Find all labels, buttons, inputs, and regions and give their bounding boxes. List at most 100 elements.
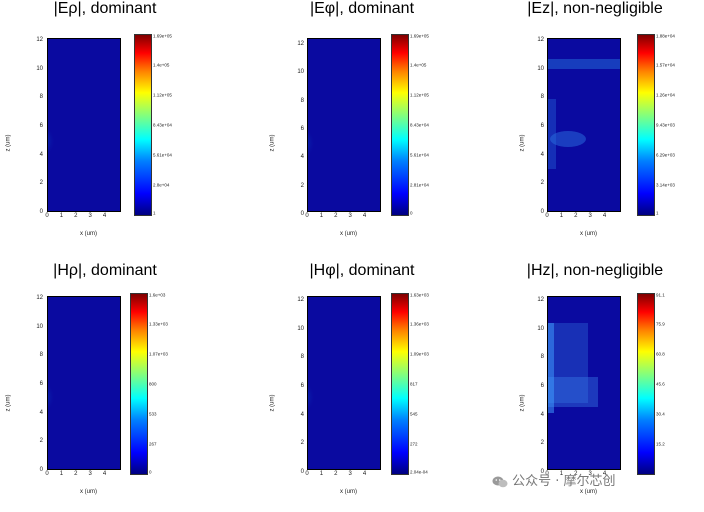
y-tick: 4 xyxy=(39,151,43,158)
x-tick: 1 xyxy=(319,213,324,219)
colorbar xyxy=(134,34,152,216)
x-tick: 0 xyxy=(305,213,309,219)
y-tick: 8 xyxy=(540,354,544,361)
x-tick: 4 xyxy=(102,471,107,477)
field-map xyxy=(308,297,380,469)
panel-title: |Hz|, non-negligible xyxy=(526,262,664,279)
y-ticks: 12 10 8 6 4 2 0 xyxy=(480,37,544,215)
colorbar-label: 2.81e+04 xyxy=(410,182,429,188)
x-axis-label: x (um) xyxy=(340,231,357,237)
colorbar-label: 9.43e+03 xyxy=(656,122,675,128)
colorbar-label: 267 xyxy=(149,441,157,447)
y-tick: 10 xyxy=(297,69,304,76)
colorbar-label: 1.33e+03 xyxy=(149,321,168,327)
y-tick: 4 xyxy=(300,154,304,161)
x-ticks: 0 1 2 3 4 xyxy=(45,471,119,481)
panel-h-phi: |Hφ|, dominant z (um) 12 10 8 6 4 2 0 0 xyxy=(252,262,482,512)
y-tick: 12 xyxy=(537,37,544,43)
y-tick: 0 xyxy=(540,209,544,215)
panel-h-z: |Hz|, non-negligible z (um) 12 10 8 6 4 … xyxy=(480,262,704,512)
colorbar-label: 6.29e+03 xyxy=(656,152,675,158)
x-ticks: 0 1 2 3 4 xyxy=(545,213,619,223)
x-ticks: 0 1 2 3 4 xyxy=(305,213,379,223)
x-tick: 3 xyxy=(588,213,592,219)
panel-e-phi: |Eφ|, dominant z (um) 12 10 8 6 4 2 0 0 xyxy=(252,0,482,250)
colorbar-label: 75.9 xyxy=(656,321,665,327)
x-tick: 3 xyxy=(88,213,92,219)
colorbar-label: 5.61e+04 xyxy=(410,152,429,158)
colorbar-label: 2.8e+04 xyxy=(153,182,170,188)
x-axis-label: x (um) xyxy=(580,231,597,237)
x-tick: 0 xyxy=(305,471,309,477)
colorbar xyxy=(637,34,655,216)
colorbar-label: 800 xyxy=(149,381,157,387)
y-tick: 0 xyxy=(39,467,43,473)
colorbar-label: 45.6 xyxy=(656,381,665,387)
x-tick: 0 xyxy=(545,213,549,219)
x-axis-label: x (um) xyxy=(580,489,597,495)
wechat-icon xyxy=(492,475,508,489)
colorbar xyxy=(130,293,148,475)
colorbar-label: 1.4e+05 xyxy=(153,62,170,68)
x-ticks: 0 1 2 3 4 xyxy=(305,471,379,481)
y-ticks: 12 10 8 6 4 2 0 xyxy=(0,37,43,215)
y-tick: 8 xyxy=(39,352,43,359)
colorbar-label: 5.61e+04 xyxy=(153,152,172,158)
colorbar-label: 1.07e+03 xyxy=(149,351,168,357)
colorbar-label: 272 xyxy=(410,441,418,447)
colorbar-label: 1.09e+03 xyxy=(410,351,429,357)
y-tick: 10 xyxy=(537,325,544,332)
panel-title: |Hρ|, dominant xyxy=(53,262,157,279)
field-plot xyxy=(47,38,121,212)
y-tick: 6 xyxy=(300,126,304,132)
colorbar-label: 1.36e+03 xyxy=(410,321,429,327)
y-tick: 12 xyxy=(537,297,544,303)
field-plot xyxy=(307,296,381,470)
y-tick: 10 xyxy=(297,325,304,332)
field-map xyxy=(548,297,620,469)
colorbar-label: 1.57e+04 xyxy=(656,62,675,68)
panel-title: |Eρ|, dominant xyxy=(53,0,157,17)
y-tick: 4 xyxy=(39,409,43,416)
colorbar-label: 1.6e+03 xyxy=(149,292,166,298)
panel-e-rho: |Eρ|, dominant z (um) 12 10 8 6 4 2 0 0 xyxy=(0,0,230,250)
x-tick: 0 xyxy=(45,471,49,477)
colorbar-label: 0 xyxy=(149,469,152,475)
y-tick: 8 xyxy=(300,354,304,361)
y-tick: 12 xyxy=(36,37,43,43)
y-tick: 6 xyxy=(39,381,43,387)
x-ticks: 0 1 2 3 4 xyxy=(45,213,119,223)
panel-h-rho: |Hρ|, dominant z (um) 12 10 8 6 4 2 0 0 xyxy=(0,262,230,512)
colorbar-label: 1.88e+04 xyxy=(656,33,675,39)
colorbar-label: 15.2 xyxy=(656,441,665,447)
x-axis-label: x (um) xyxy=(340,489,357,495)
y-tick: 0 xyxy=(540,469,544,475)
watermark: 公众号 · 摩尔芯创 xyxy=(492,470,616,489)
x-tick: 2 xyxy=(574,471,578,477)
colorbar-label: 533 xyxy=(149,411,157,417)
colorbar-label: 1.12e+05 xyxy=(410,92,429,98)
x-tick: 1 xyxy=(59,213,64,219)
y-tick: 2 xyxy=(300,182,304,189)
x-tick: 3 xyxy=(348,213,352,219)
y-ticks: 12 10 8 6 4 2 0 xyxy=(252,41,304,217)
panel-e-z: |Ez|, non-negligible z (um) 12 10 8 6 4 … xyxy=(480,0,704,250)
y-tick: 0 xyxy=(39,209,43,215)
field-map xyxy=(48,39,120,211)
x-tick: 2 xyxy=(74,213,78,219)
x-ticks: 0 1 2 3 4 xyxy=(545,471,619,481)
colorbar-label: 817 xyxy=(410,381,418,387)
colorbar-label: 8.43e+04 xyxy=(410,122,429,128)
field-map xyxy=(48,297,120,469)
y-tick: 0 xyxy=(300,469,304,475)
y-tick: 10 xyxy=(36,65,43,72)
colorbar xyxy=(637,293,655,475)
colorbar-label: 2.04e-04 xyxy=(410,469,428,475)
y-tick: 4 xyxy=(540,151,544,158)
y-tick: 6 xyxy=(39,123,43,129)
x-tick: 4 xyxy=(602,213,607,219)
colorbar-label: 8.43e+04 xyxy=(153,122,172,128)
x-tick: 3 xyxy=(348,471,352,477)
y-ticks: 12 10 8 6 4 2 0 xyxy=(0,295,43,473)
panel-title: |Ez|, non-negligible xyxy=(527,0,663,17)
